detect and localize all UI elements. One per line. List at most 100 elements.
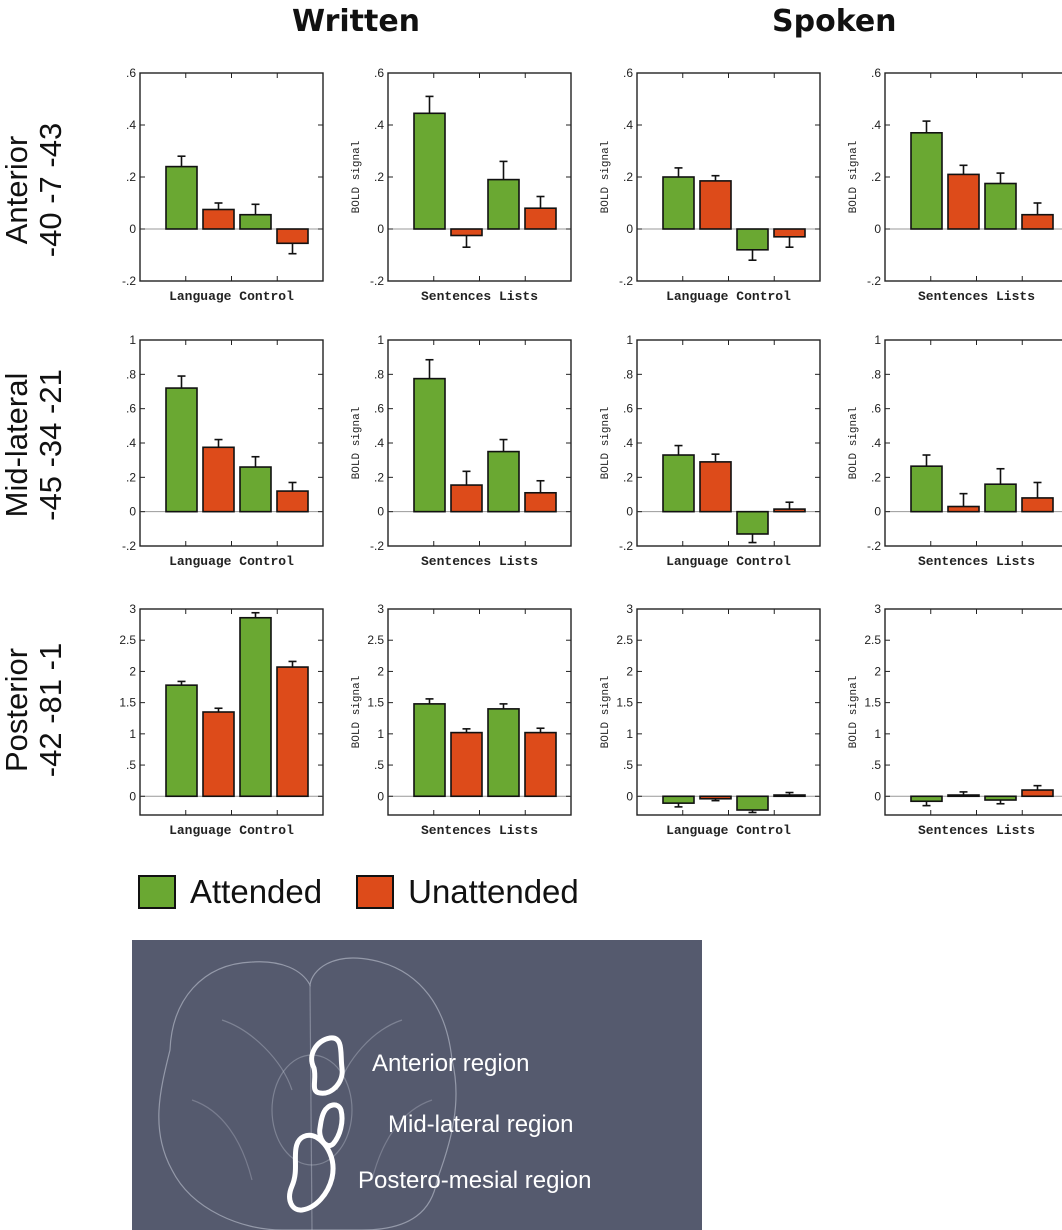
y-axis-label: BOLD signal: [351, 676, 363, 749]
y-tick-label: .5: [623, 758, 633, 772]
bar: [413, 377, 446, 513]
y-tick-label: 0: [377, 505, 384, 519]
y-tick-label: .6: [871, 66, 881, 80]
y-tick-label: 3: [129, 602, 136, 616]
y-axis-label: BOLD signal: [351, 407, 363, 480]
anterior-region-outline: [309, 1035, 345, 1096]
bar: [736, 510, 769, 535]
y-tick-label: 2: [129, 664, 136, 678]
y-tick-label: .2: [623, 470, 633, 484]
y-tick-label: 1: [129, 727, 136, 741]
y-axis-label: BOLD signal: [600, 141, 612, 214]
x-axis-label: Language Control: [666, 554, 791, 569]
y-tick-label: 1: [377, 727, 384, 741]
y-axis-label: BOLD signal: [848, 407, 860, 480]
plot-frame: [636, 608, 821, 816]
bar: [984, 483, 1017, 513]
y-tick-label: 1.5: [119, 696, 136, 710]
x-axis-label: Language Control: [666, 289, 791, 304]
chart-panel-3: .6 .4 .2 0 -.2 Sentences Lists BOLD signal: [848, 66, 1062, 304]
chart-panel-0: .6 .4 .2 0 -.2 Language Control: [122, 66, 324, 304]
y-tick-label: .8: [871, 367, 881, 381]
y-tick-label: .2: [374, 170, 384, 184]
x-axis-label: Sentences Lists: [421, 554, 538, 569]
y-tick-label: .6: [623, 66, 633, 80]
plot-frame: [636, 339, 821, 547]
x-axis-label: Language Control: [169, 289, 294, 304]
bar: [1021, 213, 1054, 230]
y-tick-label: .6: [374, 402, 384, 416]
y-axis-label: BOLD signal: [600, 676, 612, 749]
y-tick-label: -.2: [370, 274, 384, 288]
y-tick-label: -.2: [370, 539, 384, 553]
bar: [202, 208, 235, 230]
y-tick-label: 2.5: [616, 633, 633, 647]
bar: [239, 466, 272, 513]
x-axis-label: Language Control: [169, 554, 294, 569]
bar: [165, 387, 198, 513]
y-tick-label: 2: [626, 664, 633, 678]
y-tick-label: 0: [874, 505, 881, 519]
y-tick-label: 1: [626, 333, 633, 347]
bar: [202, 711, 235, 798]
y-tick-label: .4: [623, 436, 633, 450]
brain-label-posteromesial: Postero-mesial region: [358, 1167, 592, 1194]
x-axis-label: Language Control: [169, 823, 294, 838]
y-tick-label: .6: [374, 66, 384, 80]
bar: [773, 794, 806, 798]
bar: [662, 795, 695, 804]
y-tick-label: 2.5: [367, 633, 384, 647]
bar: [1021, 789, 1054, 798]
bar: [773, 508, 806, 513]
chart-panel-5: 1 .8 .6 .4 .2 0 -.2 Sentences Lists BOLD signal: [351, 333, 572, 569]
y-axis-label: BOLD signal: [351, 141, 363, 214]
y-tick-label: 1: [626, 727, 633, 741]
bar: [487, 708, 520, 798]
bar: [239, 616, 272, 798]
y-tick-label: .5: [374, 758, 384, 772]
y-tick-label: 1.5: [367, 696, 384, 710]
y-tick-label: .8: [126, 367, 136, 381]
y-tick-label: .5: [871, 758, 881, 772]
y-tick-label: .8: [374, 367, 384, 381]
bar: [487, 178, 520, 230]
y-tick-label: .4: [623, 118, 633, 132]
y-tick-label: .2: [126, 470, 136, 484]
chart-panel-2: .6 .4 .2 0 -.2 Language Control BOLD signal: [600, 66, 821, 304]
bar: [910, 795, 943, 803]
brain-illustration: [158, 957, 457, 1230]
bar: [910, 132, 943, 230]
chart-panel-7: 1 .8 .6 .4 .2 0 -.2 Sentences Lists BOLD signal: [848, 333, 1062, 569]
y-tick-label: .6: [126, 66, 136, 80]
y-tick-label: .4: [374, 436, 384, 450]
bar: [662, 176, 695, 230]
y-tick-label: .2: [871, 470, 881, 484]
y-tick-label: 1: [874, 333, 881, 347]
brain-inset: Anterior region Mid-lateral region Poste…: [132, 940, 702, 1230]
midlateral-region-outline: [317, 1102, 345, 1148]
bar: [450, 228, 483, 237]
y-axis-label: BOLD signal: [600, 407, 612, 480]
bar: [276, 490, 309, 513]
bar: [662, 454, 695, 513]
bar: [984, 795, 1017, 801]
posteromesial-region-outline: [287, 1132, 336, 1213]
bar: [487, 450, 520, 513]
bar: [699, 461, 732, 513]
bar: [276, 666, 309, 798]
column-title-spoken: Spoken: [772, 4, 897, 39]
y-tick-label: 0: [874, 789, 881, 803]
bar: [1021, 497, 1054, 513]
y-tick-label: .6: [623, 402, 633, 416]
bar: [984, 182, 1017, 230]
y-tick-label: 1.5: [864, 696, 881, 710]
bar: [239, 213, 272, 230]
chart-panel-6: 1 .8 .6 .4 .2 0 -.2 Language Control BOLD signal: [600, 333, 821, 569]
y-tick-label: 0: [874, 222, 881, 236]
y-tick-label: 0: [377, 789, 384, 803]
y-tick-label: -.2: [619, 274, 633, 288]
bar: [276, 228, 309, 245]
y-tick-label: 0: [626, 222, 633, 236]
